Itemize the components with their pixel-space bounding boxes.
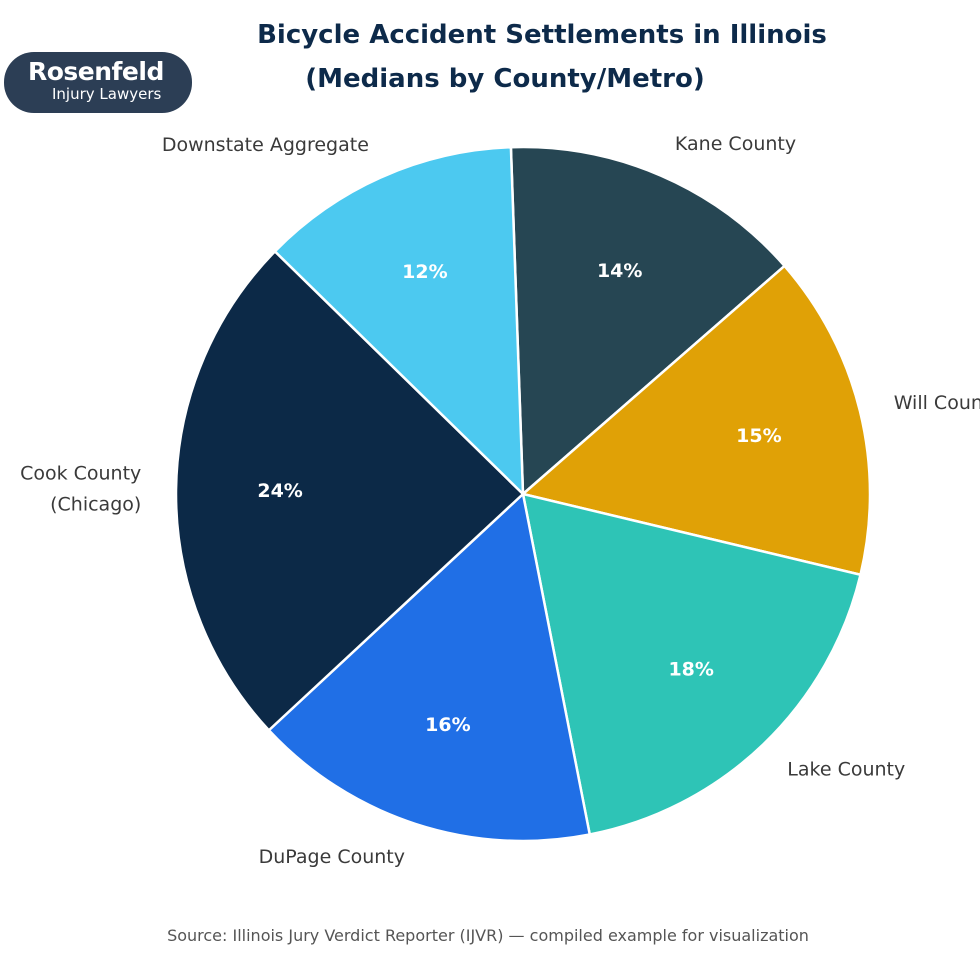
logo-name: Rosenfeld xyxy=(28,57,164,86)
pie-percent-labels: 14% 15% 18% 16% 24% 12% xyxy=(257,260,781,736)
slice-label-cook-county-chicago: Cook County (Chicago) xyxy=(20,463,141,516)
logo-subtitle: Injury Lawyers xyxy=(52,85,162,103)
pie-category-labels: Kane County Will County Lake County DuPage … xyxy=(20,133,980,868)
brand-logo: Rosenfeld Injury Lawyers xyxy=(4,52,192,113)
chart-subtitle: (Medians by County/Metro) xyxy=(305,64,704,94)
slice-label-line: Cook County xyxy=(20,463,141,485)
source-note: Source: Illinois Jury Verdict Reporter (… xyxy=(167,926,809,945)
pie-slice-kane-county xyxy=(509,145,786,496)
slice-label-will-county: Will County xyxy=(894,392,980,414)
slice-percent-kane-county: 14% xyxy=(597,260,642,282)
slice-percent-will-county: 15% xyxy=(736,425,781,447)
slice-percent-downstate-aggregate: 12% xyxy=(402,261,447,283)
pie-slice-cook-county-chicago xyxy=(174,250,525,732)
pie-slice-downstate-aggregate xyxy=(273,145,525,496)
slice-percent-dupage-county: 16% xyxy=(425,714,470,736)
pie-slices xyxy=(174,145,872,843)
slice-percent-lake-county: 18% xyxy=(668,658,713,680)
slice-label-line: (Chicago) xyxy=(50,494,141,516)
pie-slice-dupage-county xyxy=(267,492,591,843)
slice-percent-cook-county-chicago: 24% xyxy=(257,480,302,502)
slice-label-dupage-county: DuPage County xyxy=(259,846,405,868)
slice-label-kane-county: Kane County xyxy=(675,133,796,155)
slice-label-downstate-aggregate: Downstate Aggregate xyxy=(162,134,369,156)
slice-label-line: Kane County xyxy=(675,133,796,155)
slice-label-line: Will County xyxy=(894,392,980,414)
slice-label-line: DuPage County xyxy=(259,846,405,868)
pie-slice-lake-county xyxy=(521,492,862,836)
slice-label-line: Lake County xyxy=(787,758,905,780)
slice-label-line: Downstate Aggregate xyxy=(162,134,369,156)
pie-slice-will-county xyxy=(521,264,872,576)
slice-label-lake-county: Lake County xyxy=(787,758,905,780)
chart-title: Bicycle Accident Settlements in Illinois xyxy=(257,20,827,50)
